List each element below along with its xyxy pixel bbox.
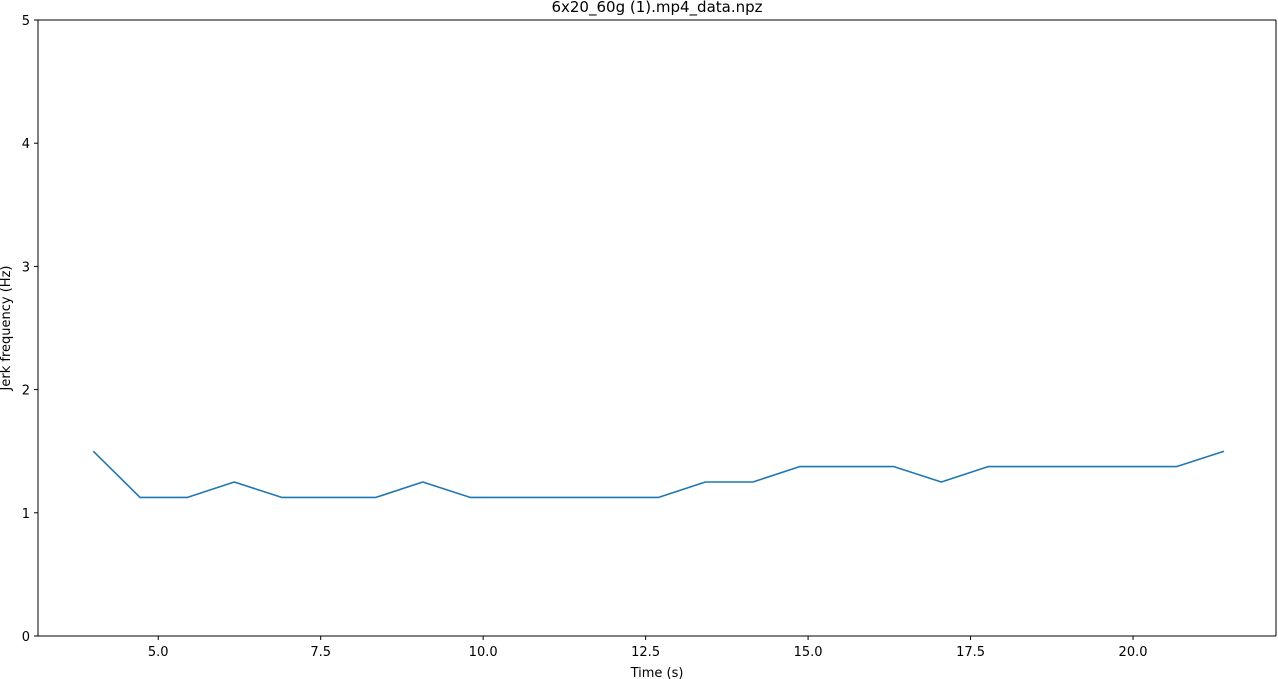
x-tick-label: 5.0 — [148, 645, 169, 660]
x-tick-label: 12.5 — [631, 645, 660, 660]
x-tick-label: 10.0 — [469, 645, 498, 660]
chart-title: 6x20_60g (1).mp4_data.npz — [551, 0, 762, 17]
x-axis-label: Time (s) — [630, 666, 684, 679]
y-tick-label: 1 — [22, 507, 30, 522]
x-tick-label: 7.5 — [310, 645, 331, 660]
x-tick-label: 20.0 — [1119, 645, 1148, 660]
y-axis-label: Jerk frequency (Hz) — [0, 266, 14, 392]
y-tick-label: 5 — [22, 14, 30, 29]
series-line-0 — [92, 450, 1225, 499]
x-tick-label: 17.5 — [956, 645, 985, 660]
y-tick-label: 4 — [22, 137, 30, 152]
y-tick-label: 3 — [22, 260, 30, 275]
y-tick-label: 0 — [22, 630, 30, 645]
plot-area: 5.0 7.5 10.0 12.5 15.0 17.5 20.0 0 1 2 3 4 5 — [22, 14, 1277, 660]
x-tick-label: 15.0 — [794, 645, 823, 660]
y-tick-label: 2 — [22, 384, 30, 399]
